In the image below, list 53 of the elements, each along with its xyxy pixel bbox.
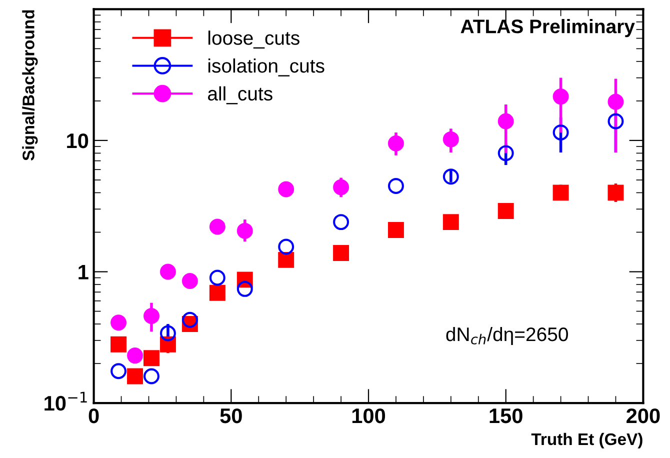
point <box>209 218 226 235</box>
point <box>110 314 127 331</box>
point <box>278 252 294 268</box>
point <box>144 308 160 324</box>
point <box>333 214 350 230</box>
point <box>552 88 569 105</box>
point <box>333 179 350 196</box>
point <box>608 184 624 201</box>
point <box>278 181 294 198</box>
point <box>608 113 624 130</box>
annotation: ATLAS Preliminary <box>460 19 635 38</box>
point <box>388 178 404 194</box>
point <box>182 312 198 328</box>
point <box>236 222 253 239</box>
y-tick-label: 10$^{−1}$ <box>44 392 87 411</box>
legend-label: loose_cuts <box>208 30 300 49</box>
point <box>110 336 127 352</box>
point <box>278 238 294 255</box>
point <box>552 124 569 140</box>
point <box>388 135 404 152</box>
point <box>552 184 569 201</box>
x-tick-label: 0 <box>88 408 99 424</box>
point <box>498 203 514 220</box>
point <box>442 131 459 148</box>
point <box>110 363 127 380</box>
x-axis-title: Truth Et (GeV) <box>531 432 642 448</box>
point <box>333 244 350 261</box>
y-tick-label: 10 <box>67 133 88 148</box>
annotation: dN$_{ch}$/dη=2650 <box>446 326 568 346</box>
point <box>498 113 514 130</box>
y-tick-label: 1 <box>78 264 88 280</box>
point <box>209 270 226 286</box>
y-axis-title: Signal/Background <box>22 10 38 161</box>
point <box>388 222 404 238</box>
point <box>144 350 160 366</box>
x-tick-label: 150 <box>490 408 522 424</box>
point <box>127 348 143 364</box>
x-tick-label: 50 <box>220 408 242 424</box>
legend-label: all_cuts <box>208 86 272 104</box>
point <box>127 368 143 384</box>
point <box>144 368 160 384</box>
point <box>442 168 459 185</box>
point <box>236 280 253 297</box>
x-tick-label: 200 <box>626 408 660 424</box>
point <box>442 214 459 230</box>
point <box>160 264 176 280</box>
point <box>498 145 514 162</box>
point <box>160 325 176 342</box>
point <box>182 273 198 290</box>
legend-label: isolation_cuts <box>208 58 324 76</box>
x-tick-label: 100 <box>352 408 386 424</box>
point <box>608 94 624 110</box>
point <box>209 284 226 301</box>
